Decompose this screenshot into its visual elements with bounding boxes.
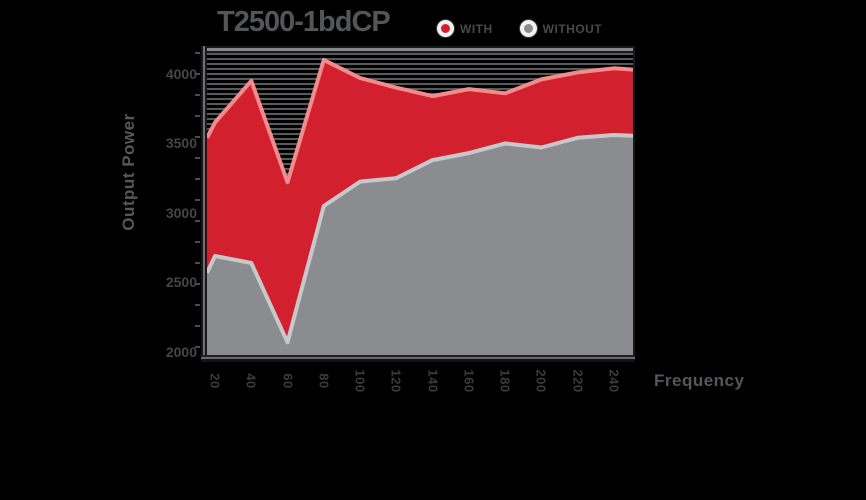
chart: T2500-1bdCP WITH WITHOUT Output Power 40…	[119, 6, 745, 393]
legend-item-with: WITH	[436, 19, 493, 38]
legend-with-label: WITH	[460, 21, 493, 36]
y-tick-label: 3500	[165, 135, 197, 152]
y-tick-label: 2000	[165, 344, 197, 360]
x-tick-label: 160	[461, 369, 477, 393]
chart-reflection: T2500-1bdCP WITH WITHOUT Output Power 40…	[0, 403, 866, 500]
x-tick-label: 100	[352, 369, 368, 393]
area-without	[207, 135, 633, 355]
legend-without-label: WITHOUT	[542, 21, 603, 36]
x-tick-label: 220	[570, 369, 586, 393]
x-axis-title: Frequency	[654, 371, 745, 390]
y-axis-title: Output Power	[119, 113, 138, 231]
y-tick-label: 3000	[165, 204, 197, 221]
y-tick-label: 2500	[165, 274, 197, 291]
line-with	[207, 57, 633, 185]
x-tick-label: 180	[497, 369, 513, 393]
plot-top-border	[201, 46, 635, 53]
plot-area	[201, 46, 635, 362]
x-tick-label: 40	[243, 373, 259, 389]
x-tick-label: 120	[388, 369, 404, 393]
y-tick-label: 4000	[165, 65, 197, 82]
line-without	[207, 133, 633, 345]
x-tick-label: 80	[316, 373, 332, 389]
x-tick-label: 20	[207, 373, 223, 389]
y-axis-line	[201, 46, 207, 362]
area-series-svg	[207, 57, 633, 355]
legend-with-dot-icon	[436, 19, 455, 38]
legend-with-dot-fill	[441, 24, 450, 33]
x-tick-label: 200	[533, 369, 549, 393]
legend-without-dot-icon	[518, 19, 538, 38]
x-tick-label: 240	[606, 369, 622, 393]
x-tick-label: 60	[280, 373, 296, 389]
legend-without-dot-fill	[523, 24, 533, 33]
plot-right-border	[633, 46, 635, 362]
legend-item-without: WITHOUT	[518, 19, 603, 38]
x-axis-line	[201, 355, 635, 362]
y-axis-minor-ticks	[195, 52, 200, 356]
chart-title: T2500-1bdCP	[217, 6, 391, 38]
legend: WITH WITHOUT	[436, 19, 602, 38]
x-tick-label: 140	[425, 369, 441, 393]
